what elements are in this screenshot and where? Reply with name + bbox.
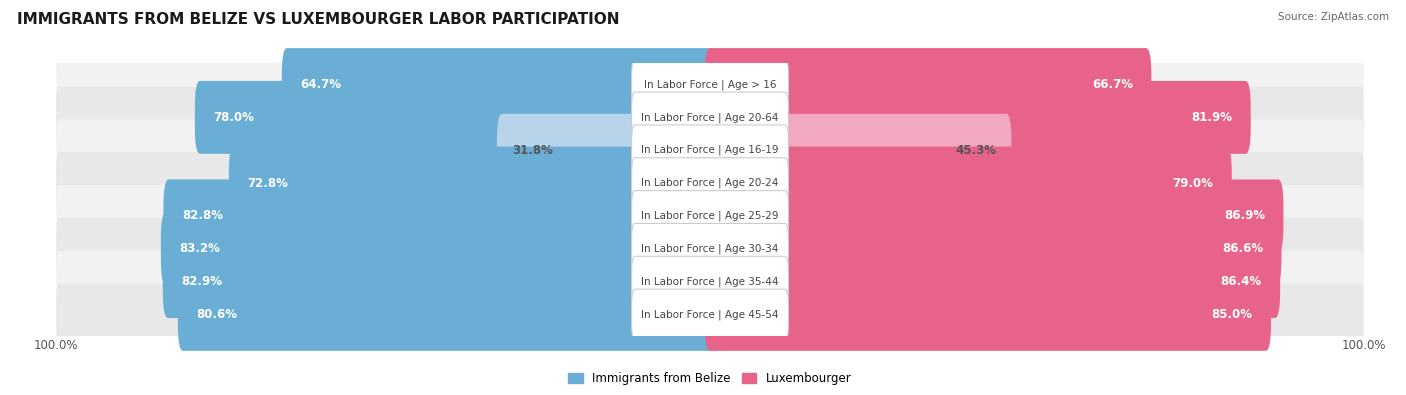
FancyBboxPatch shape — [631, 224, 789, 274]
FancyBboxPatch shape — [56, 185, 1364, 247]
FancyBboxPatch shape — [704, 48, 1152, 121]
Text: IMMIGRANTS FROM BELIZE VS LUXEMBOURGER LABOR PARTICIPATION: IMMIGRANTS FROM BELIZE VS LUXEMBOURGER L… — [17, 12, 620, 27]
Text: In Labor Force | Age > 16: In Labor Force | Age > 16 — [644, 79, 776, 90]
Text: In Labor Force | Age 25-29: In Labor Force | Age 25-29 — [641, 211, 779, 221]
Text: 85.0%: 85.0% — [1212, 308, 1253, 321]
FancyBboxPatch shape — [229, 147, 716, 220]
FancyBboxPatch shape — [56, 218, 1364, 280]
Text: 64.7%: 64.7% — [299, 78, 342, 91]
FancyBboxPatch shape — [56, 251, 1364, 312]
Text: 86.4%: 86.4% — [1220, 275, 1261, 288]
FancyBboxPatch shape — [177, 278, 716, 351]
FancyBboxPatch shape — [496, 114, 716, 187]
Text: In Labor Force | Age 30-34: In Labor Force | Age 30-34 — [641, 243, 779, 254]
FancyBboxPatch shape — [163, 245, 716, 318]
FancyBboxPatch shape — [631, 158, 789, 208]
Text: In Labor Force | Age 16-19: In Labor Force | Age 16-19 — [641, 145, 779, 156]
Text: 78.0%: 78.0% — [214, 111, 254, 124]
Text: In Labor Force | Age 35-44: In Labor Force | Age 35-44 — [641, 276, 779, 287]
FancyBboxPatch shape — [56, 284, 1364, 345]
Text: 82.9%: 82.9% — [181, 275, 222, 288]
FancyBboxPatch shape — [160, 212, 716, 285]
Text: 81.9%: 81.9% — [1191, 111, 1233, 124]
Legend: Immigrants from Belize, Luxembourger: Immigrants from Belize, Luxembourger — [564, 367, 856, 390]
Text: In Labor Force | Age 45-54: In Labor Force | Age 45-54 — [641, 309, 779, 320]
FancyBboxPatch shape — [56, 54, 1364, 115]
FancyBboxPatch shape — [631, 125, 789, 175]
FancyBboxPatch shape — [56, 119, 1364, 181]
Text: 45.3%: 45.3% — [956, 144, 997, 157]
Text: In Labor Force | Age 20-24: In Labor Force | Age 20-24 — [641, 178, 779, 188]
Text: 82.8%: 82.8% — [181, 209, 222, 222]
Text: 86.6%: 86.6% — [1222, 242, 1263, 255]
FancyBboxPatch shape — [281, 48, 716, 121]
Text: 86.9%: 86.9% — [1225, 209, 1265, 222]
FancyBboxPatch shape — [631, 191, 789, 241]
FancyBboxPatch shape — [704, 114, 1011, 187]
FancyBboxPatch shape — [195, 81, 716, 154]
FancyBboxPatch shape — [704, 179, 1284, 252]
Text: 31.8%: 31.8% — [512, 144, 553, 157]
FancyBboxPatch shape — [163, 179, 716, 252]
Text: 72.8%: 72.8% — [247, 177, 288, 190]
FancyBboxPatch shape — [631, 256, 789, 307]
FancyBboxPatch shape — [631, 92, 789, 143]
FancyBboxPatch shape — [631, 289, 789, 340]
FancyBboxPatch shape — [631, 59, 789, 110]
FancyBboxPatch shape — [704, 245, 1279, 318]
Text: Source: ZipAtlas.com: Source: ZipAtlas.com — [1278, 12, 1389, 22]
Text: 79.0%: 79.0% — [1173, 177, 1213, 190]
Text: 83.2%: 83.2% — [179, 242, 219, 255]
FancyBboxPatch shape — [704, 81, 1251, 154]
FancyBboxPatch shape — [704, 147, 1232, 220]
FancyBboxPatch shape — [56, 87, 1364, 148]
Text: 80.6%: 80.6% — [197, 308, 238, 321]
Text: In Labor Force | Age 20-64: In Labor Force | Age 20-64 — [641, 112, 779, 122]
Text: 66.7%: 66.7% — [1092, 78, 1133, 91]
FancyBboxPatch shape — [704, 212, 1281, 285]
FancyBboxPatch shape — [704, 278, 1271, 351]
FancyBboxPatch shape — [56, 152, 1364, 214]
